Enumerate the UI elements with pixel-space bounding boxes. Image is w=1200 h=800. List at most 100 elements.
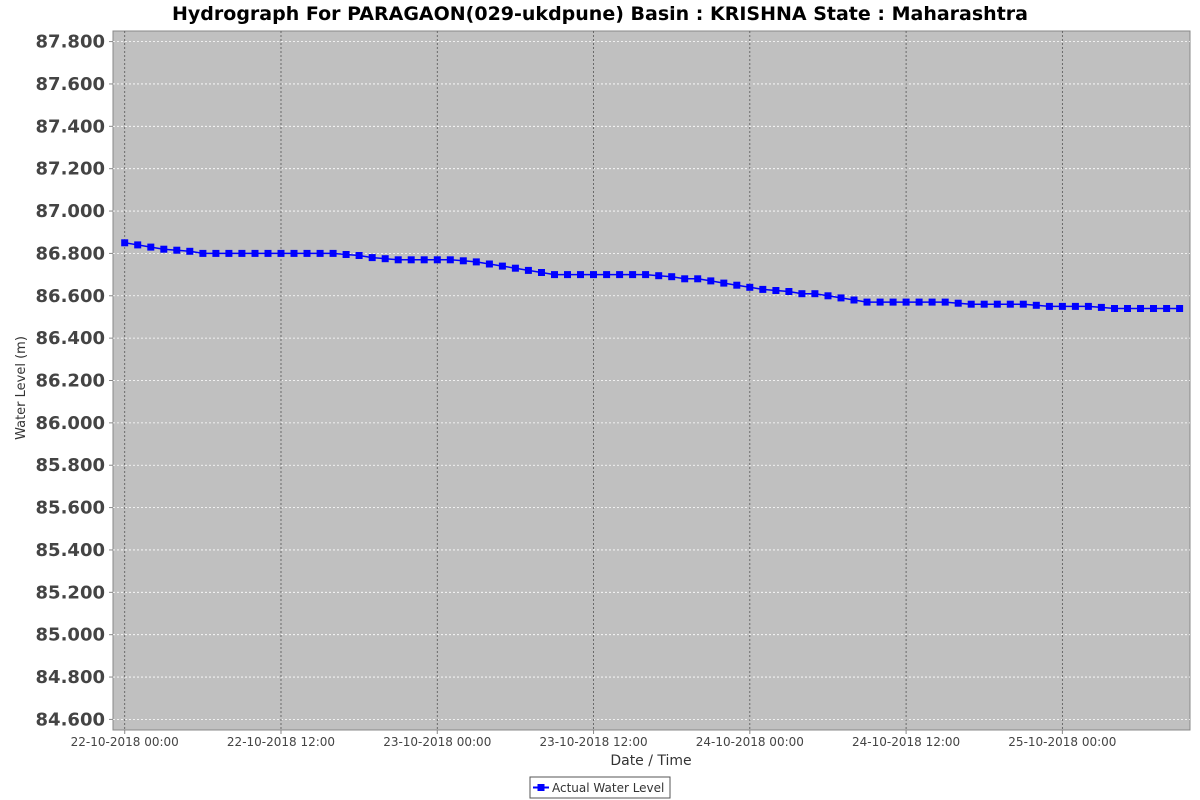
- data-point: [420, 256, 428, 264]
- data-point: [759, 285, 767, 293]
- data-point: [538, 269, 545, 276]
- y-tick-label: 85.600: [36, 498, 105, 519]
- data-point: [824, 292, 832, 300]
- data-point: [1006, 300, 1014, 308]
- x-axis-ticks: 22-10-2018 00:00 22-10-2018 12:00 23-10-20…: [71, 730, 1116, 749]
- data-point: [785, 288, 793, 295]
- data-point: [564, 271, 571, 279]
- data-point: [1097, 303, 1105, 311]
- y-tick-label: 84.800: [36, 667, 105, 688]
- y-tick-label: 86.200: [36, 371, 105, 392]
- data-point: [798, 290, 806, 298]
- data-point: [342, 251, 350, 258]
- data-point: [459, 257, 467, 265]
- series-line: [124, 242, 1180, 310]
- data-point: [889, 298, 897, 306]
- y-tick-label: 84.600: [36, 709, 105, 730]
- data-point: [616, 271, 624, 279]
- data-point: [251, 249, 259, 257]
- x-tick-label: 23-10-2018 00:00: [383, 735, 491, 749]
- data-point: [1058, 302, 1066, 310]
- y-tick-label: 87.800: [36, 32, 105, 53]
- data-point: [980, 300, 988, 308]
- data-point: [655, 272, 663, 280]
- data-point: [147, 243, 155, 251]
- data-point: [681, 275, 689, 283]
- legend-marker-swatch: [537, 784, 545, 791]
- data-point: [746, 283, 754, 291]
- data-point: [590, 271, 597, 279]
- x-tick-label: 22-10-2018 00:00: [71, 735, 179, 749]
- data-point: [811, 290, 819, 298]
- data-point: [485, 260, 493, 268]
- data-point: [1084, 302, 1092, 310]
- data-point: [355, 252, 363, 259]
- y-tick-label: 87.200: [36, 159, 105, 180]
- data-point: [472, 258, 480, 266]
- data-point: [511, 264, 519, 272]
- data-point: [1163, 305, 1171, 312]
- data-point: [225, 249, 233, 257]
- y-axis-ticks: 84.600 84.800 85.000 85.200 85.400 85.600 85.8…: [36, 32, 113, 730]
- x-tick-label: 23-10-2018 12:00: [539, 735, 647, 749]
- y-tick-label: 86.600: [36, 286, 105, 307]
- y-tick-label: 85.400: [36, 540, 105, 561]
- x-axis-label: Date / Time: [610, 753, 691, 769]
- data-point: [642, 271, 650, 279]
- data-point: [316, 249, 324, 257]
- y-tick-label: 86.800: [36, 243, 105, 264]
- data-point: [915, 298, 923, 306]
- data-point: [902, 298, 910, 306]
- data-point: [1137, 305, 1144, 312]
- data-point: [876, 298, 884, 306]
- data-point: [446, 256, 454, 264]
- data-point: [1150, 305, 1157, 312]
- data-point: [694, 275, 702, 283]
- data-point: [524, 266, 532, 274]
- data-point: [303, 249, 311, 257]
- data-point: [603, 271, 611, 279]
- data-point: [837, 294, 845, 302]
- data-point: [329, 249, 337, 257]
- data-point: [290, 249, 298, 257]
- data-point: [121, 239, 129, 247]
- x-tick-label: 24-10-2018 00:00: [696, 735, 804, 749]
- data-point: [993, 300, 1001, 308]
- grid-lines: [113, 31, 1190, 730]
- y-tick-label: 87.000: [36, 201, 105, 222]
- data-point: [707, 277, 715, 285]
- legend-box: [529, 776, 671, 799]
- data-point: [954, 299, 962, 307]
- data-point: [368, 254, 376, 262]
- data-point: [863, 298, 871, 306]
- data-point: [407, 256, 415, 264]
- data-point: [1019, 300, 1027, 308]
- data-point: [733, 281, 741, 289]
- data-point: [551, 271, 558, 279]
- data-point: [629, 271, 637, 279]
- data-point: [381, 255, 389, 263]
- data-point: [1111, 305, 1118, 312]
- data-point: [928, 298, 936, 306]
- y-tick-label: 86.400: [36, 328, 105, 349]
- data-point: [668, 273, 676, 281]
- data-point: [160, 245, 168, 253]
- y-tick-label: 87.600: [36, 74, 105, 95]
- x-tick-label: 24-10-2018 12:00: [852, 735, 960, 749]
- legend-label: Actual Water Level: [552, 781, 664, 795]
- legend: Actual Water Level: [529, 776, 671, 799]
- x-tick-label: 22-10-2018 12:00: [227, 735, 335, 749]
- data-point: [394, 256, 402, 264]
- data-point: [173, 246, 181, 254]
- data-point: [277, 249, 285, 257]
- data-point: [1124, 305, 1131, 312]
- data-point: [941, 298, 949, 306]
- data-point: [1032, 301, 1040, 309]
- data-point: [720, 279, 728, 287]
- y-tick-label: 85.000: [36, 625, 105, 646]
- x-tick-label: 25-10-2018 00:00: [1008, 735, 1116, 749]
- data-point: [238, 249, 246, 257]
- data-point: [212, 249, 220, 257]
- y-tick-label: 85.200: [36, 582, 105, 603]
